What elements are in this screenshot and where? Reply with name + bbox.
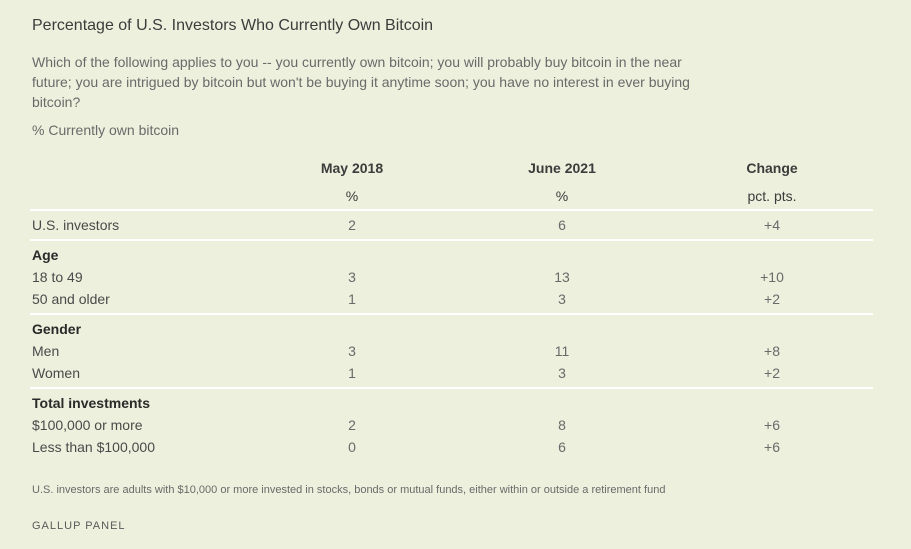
column-unit-may-2018: %: [345, 188, 359, 204]
table-cell: +4: [764, 217, 780, 233]
table-cell: 3: [348, 343, 356, 359]
group-heading: Total investments: [32, 395, 150, 411]
table-cell: +2: [764, 365, 780, 381]
table-cell: +8: [764, 343, 780, 359]
table-cell: 13: [554, 269, 570, 285]
table-cell: 0: [348, 439, 356, 455]
table-cell: +2: [764, 291, 780, 307]
section-divider: [30, 313, 873, 315]
table-cell: 3: [348, 269, 356, 285]
section-divider: [30, 239, 873, 241]
row-label: Less than $100,000: [32, 439, 155, 455]
table-cell: 3: [558, 291, 566, 307]
column-unit-june-2021: %: [555, 188, 569, 204]
table-cell: 3: [558, 365, 566, 381]
table-cell: 11: [554, 343, 570, 359]
footnote: U.S. investors are adults with $10,000 o…: [32, 484, 666, 496]
survey-question: Which of the following applies to you --…: [32, 54, 690, 110]
chart-subtitle: % Currently own bitcoin: [32, 122, 180, 138]
table-cell: 6: [558, 217, 566, 233]
chart-title: Percentage of U.S. Investors Who Current…: [32, 17, 434, 34]
column-header-june-2021: June 2021: [528, 160, 596, 176]
table-cell: 2: [348, 417, 356, 433]
group-heading: Gender: [32, 321, 82, 337]
table-cell: 6: [558, 439, 566, 455]
column-unit-change: pct. pts.: [747, 188, 797, 204]
row-label: 50 and older: [32, 291, 110, 307]
table-cell: +6: [764, 417, 780, 433]
table-cell: 2: [348, 217, 356, 233]
row-label: 18 to 49: [32, 269, 83, 285]
column-header-may-2018: May 2018: [320, 160, 384, 176]
section-divider: [30, 387, 873, 389]
table-header-rule: [30, 209, 873, 211]
row-label: Men: [32, 343, 60, 359]
table-cell: 8: [558, 417, 566, 433]
table-cell: +10: [760, 269, 784, 285]
table-cell: +6: [764, 439, 780, 455]
group-heading: Age: [32, 247, 59, 263]
column-header-change: Change: [746, 160, 798, 176]
source-label: GALLUP PANEL: [32, 520, 126, 532]
row-label: Women: [32, 365, 80, 381]
row-label: U.S. investors: [32, 217, 120, 233]
table-cell: 1: [348, 291, 356, 307]
table-cell: 1: [348, 365, 356, 381]
row-label: $100,000 or more: [32, 417, 143, 433]
